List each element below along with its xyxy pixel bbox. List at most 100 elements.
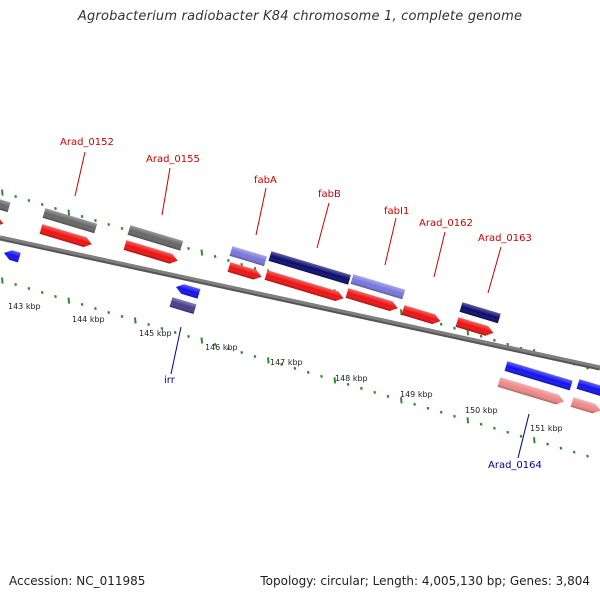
inner-tick — [227, 346, 230, 350]
gene-label-fabB: fabB — [318, 189, 341, 200]
label-leader-lines — [74, 151, 530, 459]
inner-tick — [240, 350, 244, 354]
inner-tick — [27, 287, 31, 291]
leader-line — [255, 187, 267, 236]
inner-tick — [200, 337, 204, 344]
topology-summary: Topology: circular; Length: 4,005,130 bp… — [260, 574, 590, 588]
inner-tick — [586, 454, 589, 458]
gene-blue — [576, 379, 600, 397]
inner-tick — [439, 410, 443, 414]
inner-tick — [187, 334, 190, 338]
gene-label-arad_0152: Arad_0152 — [60, 137, 114, 148]
inner-tick — [533, 437, 536, 444]
inner-tick — [466, 417, 470, 424]
gene-label-arad_0163: Arad_0163 — [478, 233, 532, 244]
gene-forward — [39, 224, 92, 248]
inner-tick — [320, 374, 323, 378]
gene-label-arad_0164: Arad_0164 — [488, 460, 542, 471]
leader-line — [316, 202, 330, 249]
inner-tick — [14, 283, 17, 287]
inner-tick — [293, 366, 297, 370]
inner-tick — [306, 370, 310, 374]
inner-tick — [173, 330, 177, 334]
scale-label: 150 kbp — [465, 406, 498, 415]
outer-tick — [1, 189, 4, 196]
outer-tick — [400, 309, 403, 316]
gene-label-irr: irr — [164, 375, 176, 386]
scale-label: 143 kbp — [8, 302, 41, 311]
gene-Arad_0163 — [459, 302, 501, 324]
inner-tick — [147, 322, 150, 326]
inner-tick — [67, 297, 71, 304]
outer-tick — [213, 254, 217, 258]
leader-line — [170, 326, 182, 375]
inner-tick — [386, 394, 390, 398]
inner-tick — [80, 303, 84, 307]
inner-tick — [160, 326, 164, 330]
gene-label-arad_0162: Arad_0162 — [419, 218, 473, 229]
inner-tick — [572, 450, 576, 454]
gene-Arad_0164 — [504, 361, 573, 391]
gene-gray — [127, 225, 184, 251]
outer-tick — [493, 338, 496, 342]
gene-features — [0, 196, 600, 414]
scale-label: 148 kbp — [335, 374, 368, 383]
scale-label: 145 kbp — [139, 329, 172, 338]
inner-tick — [107, 311, 111, 315]
outer-tick — [27, 199, 31, 203]
gene-fabB — [268, 251, 351, 285]
inner-tick — [360, 386, 363, 390]
inner-tick — [253, 354, 257, 358]
gene-pink — [570, 397, 600, 414]
outer-tick — [54, 207, 57, 211]
gene-fabA — [229, 246, 267, 267]
gene-forward — [401, 305, 441, 324]
gene-fabI1 — [350, 274, 406, 300]
gene-gray — [0, 196, 11, 213]
scale-label: 147 kbp — [270, 358, 303, 367]
inner-tick — [120, 315, 124, 319]
inner-tick — [413, 402, 416, 406]
leader-line — [384, 217, 397, 266]
gene-forward — [123, 240, 178, 264]
outer-tick — [40, 203, 44, 207]
gene-forward — [264, 270, 344, 302]
outer-tick — [200, 249, 204, 256]
leader-line — [487, 246, 502, 294]
outer-tick — [479, 334, 483, 338]
outer-tick — [453, 326, 456, 330]
inner-tick — [134, 317, 137, 324]
inner-tick — [493, 426, 496, 430]
gene-gray — [42, 208, 98, 234]
scale-label: 149 kbp — [400, 390, 433, 399]
leader-line — [433, 231, 446, 278]
outer-tick — [240, 262, 244, 266]
outer-tick — [94, 219, 97, 223]
outer-tick — [227, 258, 230, 262]
gene-forward — [227, 262, 262, 280]
outer-tick — [107, 223, 111, 227]
inner-tick — [280, 362, 283, 366]
inner-tick — [506, 430, 510, 434]
outer-tick — [120, 227, 124, 231]
outer-tick — [67, 209, 71, 216]
inner-tick — [213, 342, 217, 346]
inner-tick — [40, 291, 44, 295]
inner-tick — [267, 357, 270, 364]
outer-tick — [439, 322, 443, 326]
inner-tick — [54, 295, 57, 299]
gene-label-fabA: fabA — [254, 175, 277, 186]
inner-tick — [546, 442, 549, 446]
gene-irr — [176, 284, 201, 299]
scale-labels: 143 kbp 144 kbp 145 kbp 146 kbp 147 kbp 148 k… — [8, 302, 563, 433]
gene-forward — [345, 288, 398, 312]
inner-tick — [346, 382, 350, 386]
gene-reverse — [4, 250, 21, 263]
gene-labels: Arad_0152 Arad_0155 fabA fabB fabI1 Arad_0162… — [60, 137, 542, 471]
inner-tick — [1, 277, 4, 284]
inner-tick — [400, 397, 403, 404]
scale-label: 146 kbp — [205, 343, 238, 352]
inner-tick — [373, 390, 377, 394]
outer-tick — [14, 195, 17, 199]
